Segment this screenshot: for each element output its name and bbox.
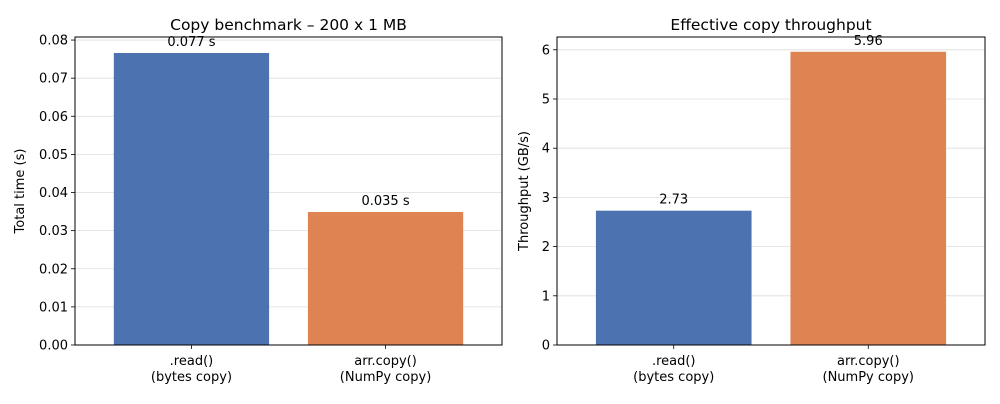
x-tick-label: arr.copy() [354,354,417,369]
y-tick-label: 0.08 [39,34,68,49]
y-tick-label: 4 [542,142,550,157]
bar [595,210,752,345]
axes-frame [74,36,503,346]
y-tick-label: 0.06 [39,110,68,125]
bar [113,53,270,346]
chart-title: Effective copy throughput [670,16,871,34]
y-tick-label: 2 [542,240,550,255]
chart-title: Copy benchmark – 200 x 1 MB [170,16,407,34]
axes-frame [556,36,986,346]
x-tick-label: (NumPy copy) [823,370,914,385]
y-tick-label: 0.04 [39,186,68,201]
x-tick-label: .read() [652,354,696,369]
throughput-chart: 2.73 .read()(bytes copy) 5.96 arr.copy()(Nu… [517,16,986,385]
y-tick-label: 5 [542,92,550,107]
y-tick-label: 0.03 [39,224,68,239]
time-chart: 0.077 s .read()(bytes copy) 0.035 s arr.cop… [13,16,503,385]
y-tick-label: 0.07 [39,72,68,87]
x-tick-label: (bytes copy) [151,370,232,385]
bar-data-label: 0.035 s [361,194,409,209]
y-axis-label: Throughput (GB/s) [517,131,532,252]
y-tick-label: 3 [542,191,550,206]
x-tick-label: (NumPy copy) [340,370,431,385]
y-axis-label: Total time (s) [13,149,28,235]
bar-data-label: 2.73 [659,193,688,208]
x-tick-label: arr.copy() [837,354,900,369]
y-tick-label: 6 [542,43,550,58]
y-tick-label: 0 [542,339,550,354]
y-tick-label: 1 [542,289,550,304]
bar-data-label: 5.96 [854,34,883,49]
bar [790,51,947,346]
bar-data-label: 0.077 s [167,35,215,50]
bar [307,211,464,345]
y-tick-label: 0.02 [39,262,68,277]
y-tick-label: 0.05 [39,148,68,163]
y-tick-label: 0.00 [39,339,68,354]
x-tick-label: (bytes copy) [633,370,714,385]
y-tick-label: 0.01 [39,300,68,315]
x-tick-label: .read() [170,354,214,369]
